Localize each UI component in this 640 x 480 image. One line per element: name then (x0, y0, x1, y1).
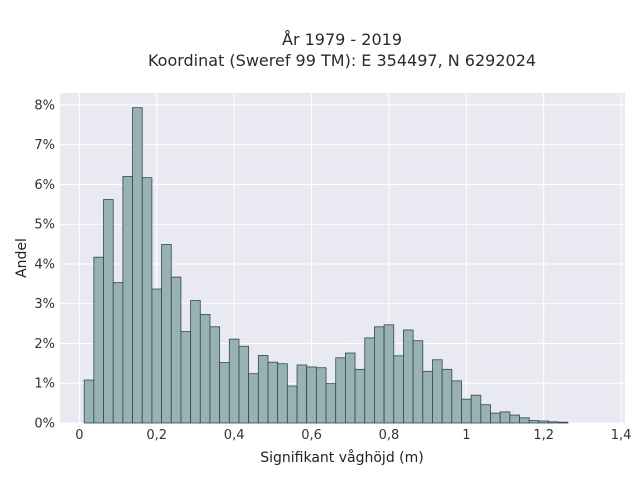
histogram-bar (470, 394, 482, 424)
histogram-bar (277, 363, 288, 424)
histogram-bar (393, 355, 404, 424)
chart-title-line-2: Koordinat (Sweref 99 TM): E 354497, N 62… (148, 51, 536, 70)
histogram-bar (93, 256, 104, 424)
histogram-bar (209, 326, 221, 424)
histogram-bar (354, 368, 366, 424)
histogram-bar (228, 338, 240, 424)
x-tick-label: 0 (75, 428, 83, 443)
histogram-bar (412, 340, 424, 424)
histogram-bar (432, 359, 443, 424)
histogram-bar (141, 177, 153, 424)
histogram-bar (170, 276, 182, 424)
histogram-bar (267, 361, 279, 424)
histogram-bar (132, 107, 143, 424)
y-tick-label: 8% (34, 98, 55, 113)
x-tick-label: 0,6 (301, 428, 322, 443)
y-tick-label: 5% (34, 218, 55, 233)
y-tick-label: 1% (34, 377, 55, 392)
y-tick-label: 6% (34, 178, 55, 193)
histogram-bar (180, 331, 192, 424)
x-tick-label: 0,4 (224, 428, 245, 443)
y-tick-label: 7% (34, 138, 55, 153)
histogram-bar (364, 337, 375, 424)
y-tick-label: 3% (34, 297, 55, 312)
histogram-bar (509, 414, 520, 424)
histogram-bar (557, 421, 569, 424)
histogram-bar (335, 357, 346, 424)
histogram-bar (528, 420, 540, 424)
histogram-bar (403, 329, 414, 424)
histogram-bar (286, 385, 298, 424)
histogram-bar (383, 324, 395, 424)
histogram-bar (519, 417, 530, 424)
x-tick-label: 0,8 (379, 428, 400, 443)
histogram-bar (122, 176, 133, 424)
histogram-bar (451, 380, 462, 424)
histogram-bar (199, 314, 211, 424)
bars (83, 107, 569, 424)
histogram-bar (238, 345, 250, 424)
y-tick-labels: 0% 1% 2% 3% 4% 5% 6% 7% 8% (34, 98, 55, 431)
histogram-bar (315, 367, 327, 424)
x-tick-labels: 0 0,2 0,4 0,6 0,8 1 1,2 1,4 (75, 428, 631, 443)
histogram-bar (83, 379, 95, 424)
x-tick-label: 1,2 (533, 428, 554, 443)
histogram-bar (296, 364, 308, 424)
histogram-bar (306, 366, 317, 424)
histogram-bar (422, 370, 433, 424)
x-axis-label: Signifikant våghöjd (m) (260, 449, 423, 466)
histogram-bar (325, 383, 337, 424)
x-tick-label: 0,2 (146, 428, 167, 443)
histogram-bar (548, 421, 559, 424)
histogram-bar (151, 288, 162, 424)
histogram-bar (112, 282, 124, 424)
histogram-bar (480, 404, 491, 424)
y-tick-label: 0% (34, 417, 55, 432)
histogram-bar (257, 355, 269, 424)
y-tick-label: 2% (34, 337, 55, 352)
histogram-bar (490, 412, 501, 424)
chart-title-line-1: År 1979 - 2019 (282, 30, 402, 49)
histogram-bar (248, 373, 259, 424)
x-tick-label: 1 (462, 428, 470, 443)
y-tick-label: 4% (34, 257, 55, 272)
histogram-bar (219, 362, 230, 424)
histogram-bar (161, 244, 172, 424)
histogram-bar (461, 398, 472, 424)
y-axis-label: Andel (14, 238, 30, 278)
histogram-bar (538, 420, 549, 424)
histogram-bar (374, 326, 385, 424)
x-tick-label: 1,4 (611, 428, 632, 443)
histogram-bar (345, 352, 356, 424)
histogram-bar (499, 411, 511, 424)
histogram-bar (441, 368, 453, 424)
histogram-bar (190, 300, 201, 424)
histogram-bar (103, 199, 114, 424)
